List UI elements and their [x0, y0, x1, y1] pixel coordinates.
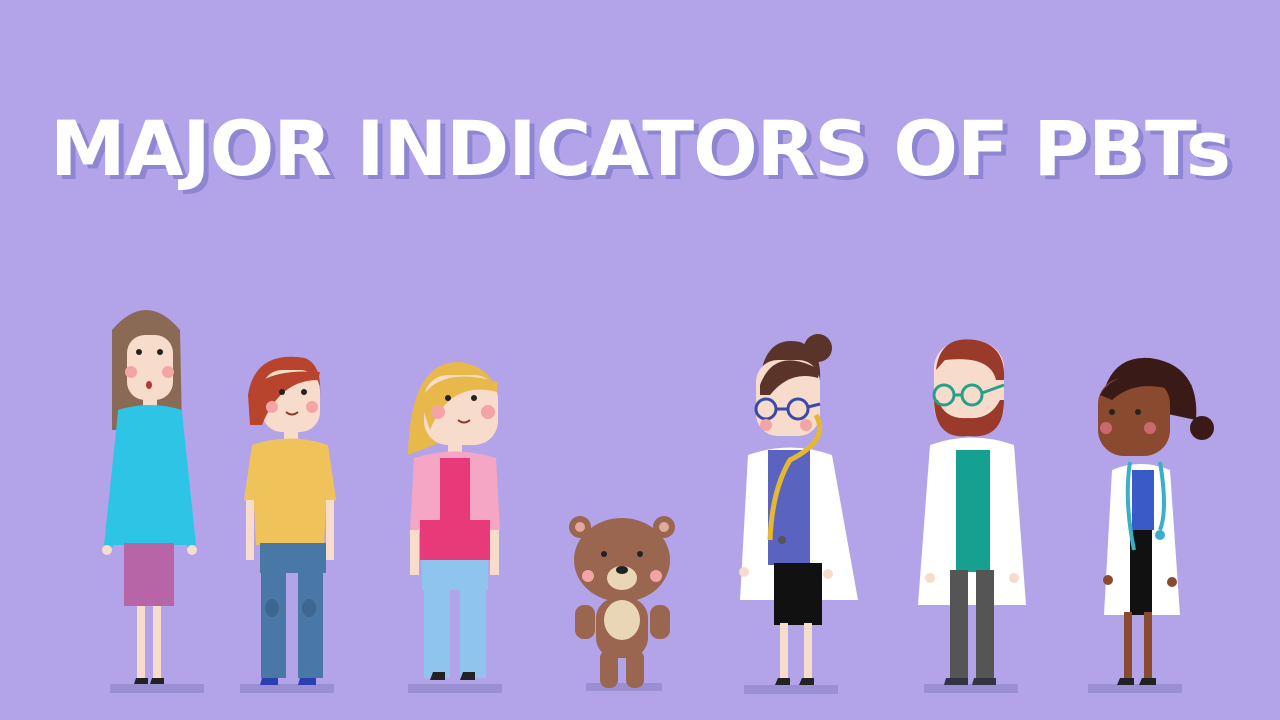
ground-shadows	[110, 683, 1182, 694]
doctor-man-beard	[918, 339, 1026, 685]
boy-yellow-shirt	[244, 356, 336, 685]
girl-pink-jacket	[408, 361, 500, 680]
doctor-woman-glasses	[739, 334, 858, 685]
teddy-bear	[569, 516, 675, 688]
woman-teal-sweater	[102, 310, 197, 684]
page-title: MAJOR INDICATORS OF PBTs	[49, 104, 1231, 193]
glasses-icon	[754, 397, 821, 421]
doctor-woman-stethoscope	[1098, 357, 1214, 685]
glasses-icon	[932, 383, 1005, 407]
